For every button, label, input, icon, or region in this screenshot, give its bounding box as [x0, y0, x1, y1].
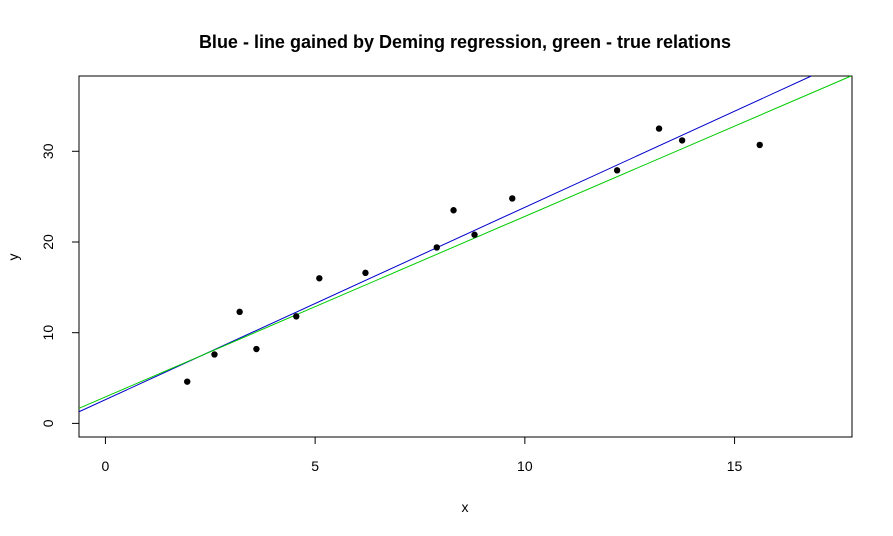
data-point [450, 207, 457, 214]
x-tick-label: 15 [727, 458, 743, 474]
true-relation-line [78, 75, 852, 409]
data-point [293, 313, 300, 320]
data-point [362, 269, 369, 277]
regression-lines [78, 75, 852, 413]
x-tick-label: 10 [517, 458, 533, 474]
data-point [433, 244, 440, 251]
data-point [678, 137, 686, 144]
data-point [184, 378, 191, 385]
y-axis: 0 10 20 30 [40, 143, 80, 427]
x-tick-label: 5 [311, 458, 319, 474]
data-point [316, 275, 323, 282]
data-point [253, 345, 260, 353]
data-point [236, 308, 243, 316]
y-tick-label: 10 [40, 325, 56, 341]
data-point [471, 231, 478, 238]
y-tick-label: 0 [40, 419, 56, 427]
data-points [184, 125, 763, 385]
chart-title: Blue - line gained by Deming regression,… [199, 32, 731, 52]
data-point [655, 125, 663, 132]
y-tick-label: 20 [40, 234, 56, 250]
data-point [211, 351, 218, 358]
data-point [509, 195, 516, 202]
x-axis-label: x [462, 499, 469, 515]
y-tick-label: 30 [40, 143, 56, 159]
data-point [756, 141, 763, 149]
y-axis-label: y [5, 254, 21, 261]
x-tick-label: 0 [102, 458, 110, 474]
plot-frame [78, 75, 853, 438]
data-point [613, 167, 621, 174]
x-axis: 0 5 10 15 [102, 436, 743, 474]
